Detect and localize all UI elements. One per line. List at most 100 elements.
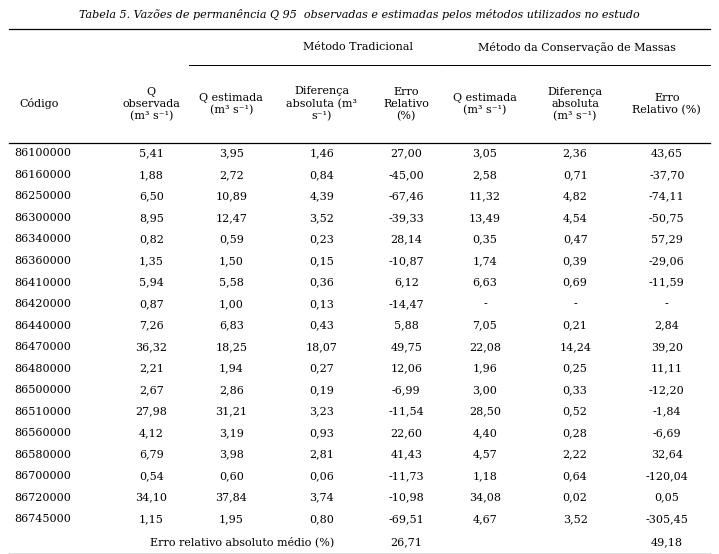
Text: 86250000: 86250000 (14, 192, 71, 202)
Text: 4,39: 4,39 (309, 192, 334, 202)
Text: 1,94: 1,94 (219, 363, 244, 373)
Text: 3,05: 3,05 (472, 148, 498, 158)
Text: -12,20: -12,20 (649, 385, 684, 395)
Text: 0,25: 0,25 (563, 363, 587, 373)
Text: 22,08: 22,08 (469, 342, 501, 352)
Text: 39,20: 39,20 (651, 342, 683, 352)
Text: 0,28: 0,28 (563, 428, 587, 438)
Text: 86340000: 86340000 (14, 234, 71, 244)
Text: -: - (573, 299, 577, 309)
Text: 0,59: 0,59 (219, 234, 244, 244)
Text: 1,74: 1,74 (472, 256, 498, 266)
Text: 2,86: 2,86 (219, 385, 244, 395)
Text: 14,24: 14,24 (559, 342, 591, 352)
Text: 3,98: 3,98 (219, 450, 244, 460)
Text: 86420000: 86420000 (14, 299, 71, 309)
Text: 3,00: 3,00 (472, 385, 498, 395)
Text: 0,35: 0,35 (472, 234, 498, 244)
Text: 41,43: 41,43 (390, 450, 422, 460)
Text: 4,67: 4,67 (472, 514, 498, 524)
Text: 0,13: 0,13 (309, 299, 334, 309)
Text: -11,54: -11,54 (388, 407, 424, 417)
Text: 36,32: 36,32 (135, 342, 168, 352)
Text: -11,59: -11,59 (649, 278, 684, 288)
Text: 1,50: 1,50 (219, 256, 244, 266)
Text: 2,36: 2,36 (563, 148, 587, 158)
Text: 32,64: 32,64 (651, 450, 683, 460)
Text: 1,95: 1,95 (219, 514, 244, 524)
Text: 0,71: 0,71 (563, 170, 587, 180)
Text: Q
observada
(m³ s⁻¹): Q observada (m³ s⁻¹) (122, 86, 180, 121)
Text: 34,10: 34,10 (135, 493, 168, 502)
Text: 1,35: 1,35 (139, 256, 164, 266)
Text: 3,23: 3,23 (309, 407, 334, 417)
Text: 0,84: 0,84 (309, 170, 334, 180)
Text: 0,47: 0,47 (563, 234, 587, 244)
Text: 4,12: 4,12 (139, 428, 164, 438)
Text: 49,75: 49,75 (390, 342, 422, 352)
Text: 86470000: 86470000 (14, 342, 70, 352)
Text: Método da Conservação de Massas: Método da Conservação de Massas (477, 42, 676, 53)
Text: 86560000: 86560000 (14, 428, 71, 438)
Text: 2,58: 2,58 (472, 170, 498, 180)
Text: 3,74: 3,74 (309, 493, 334, 502)
Text: 2,67: 2,67 (139, 385, 164, 395)
Text: 0,21: 0,21 (563, 321, 587, 331)
Text: 28,50: 28,50 (469, 407, 501, 417)
Text: Tabela 5. Vazões de permanência Q 95  observadas e estimadas pelos métodos utili: Tabela 5. Vazões de permanência Q 95 obs… (79, 9, 640, 20)
Text: 0,23: 0,23 (309, 234, 334, 244)
Text: -67,46: -67,46 (388, 192, 424, 202)
Text: -69,51: -69,51 (388, 514, 424, 524)
Text: -74,11: -74,11 (649, 192, 684, 202)
Text: 0,93: 0,93 (309, 428, 334, 438)
Text: 1,96: 1,96 (472, 363, 498, 373)
Text: Código: Código (19, 99, 58, 109)
Text: 0,36: 0,36 (309, 278, 334, 288)
Text: 34,08: 34,08 (469, 493, 501, 502)
Text: 12,06: 12,06 (390, 363, 422, 373)
Text: 2,81: 2,81 (309, 450, 334, 460)
Text: 5,94: 5,94 (139, 278, 164, 288)
Text: 86300000: 86300000 (14, 213, 71, 223)
Text: -10,98: -10,98 (388, 493, 424, 502)
Text: Q estimada
(m³ s⁻¹): Q estimada (m³ s⁻¹) (199, 93, 263, 115)
Text: 1,00: 1,00 (219, 299, 244, 309)
Text: 27,98: 27,98 (135, 407, 168, 417)
Text: 4,40: 4,40 (472, 428, 498, 438)
Text: 2,72: 2,72 (219, 170, 244, 180)
Text: 3,19: 3,19 (219, 428, 244, 438)
Text: Diferença
absoluta (m³
s⁻¹): Diferença absoluta (m³ s⁻¹) (286, 86, 357, 121)
Text: 86410000: 86410000 (14, 278, 71, 288)
Text: 0,19: 0,19 (309, 385, 334, 395)
Text: 86720000: 86720000 (14, 493, 70, 502)
Text: 1,46: 1,46 (309, 148, 334, 158)
Text: 27,00: 27,00 (390, 148, 422, 158)
Text: 43,65: 43,65 (651, 148, 683, 158)
Text: 11,11: 11,11 (651, 363, 683, 373)
Text: 0,06: 0,06 (309, 471, 334, 481)
Text: 86745000: 86745000 (14, 514, 70, 524)
Text: 86160000: 86160000 (14, 170, 71, 180)
Text: 86510000: 86510000 (14, 407, 71, 417)
Text: 6,63: 6,63 (472, 278, 498, 288)
Text: 5,41: 5,41 (139, 148, 164, 158)
Text: Método Tradicional: Método Tradicional (303, 42, 413, 52)
Text: 0,54: 0,54 (139, 471, 164, 481)
Text: 0,69: 0,69 (563, 278, 587, 288)
Text: 37,84: 37,84 (216, 493, 247, 502)
Text: 18,07: 18,07 (306, 342, 338, 352)
Text: -: - (665, 299, 669, 309)
Text: 8,95: 8,95 (139, 213, 164, 223)
Text: 0,82: 0,82 (139, 234, 164, 244)
Text: -14,47: -14,47 (388, 299, 424, 309)
Text: 6,50: 6,50 (139, 192, 164, 202)
Text: Q estimada
(m³ s⁻¹): Q estimada (m³ s⁻¹) (453, 93, 517, 115)
Text: 28,14: 28,14 (390, 234, 422, 244)
Text: 57,29: 57,29 (651, 234, 683, 244)
Text: 0,80: 0,80 (309, 514, 334, 524)
Text: 0,27: 0,27 (309, 363, 334, 373)
Text: -11,73: -11,73 (388, 471, 424, 481)
Text: 4,57: 4,57 (472, 450, 498, 460)
Text: 3,52: 3,52 (309, 213, 334, 223)
Text: Erro
Relativo (%): Erro Relativo (%) (633, 93, 701, 115)
